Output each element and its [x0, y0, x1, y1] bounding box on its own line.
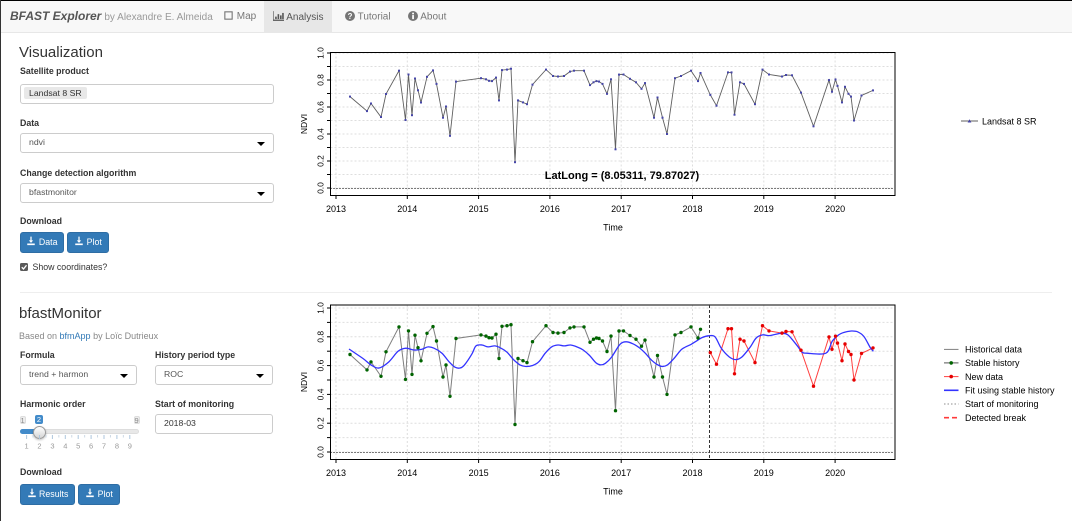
- svg-text:2018: 2018: [682, 468, 702, 478]
- svg-text:0.8: 0.8: [316, 74, 326, 86]
- svg-text:2014: 2014: [397, 204, 417, 214]
- svg-text:2016: 2016: [540, 204, 560, 214]
- svg-text:0.6: 0.6: [316, 101, 326, 113]
- svg-text:2016: 2016: [540, 468, 560, 478]
- svg-text:2013: 2013: [326, 204, 346, 214]
- svg-text:0.6: 0.6: [316, 359, 326, 371]
- svg-text:3: 3: [50, 442, 54, 451]
- svg-text:4: 4: [63, 442, 67, 451]
- svg-text:1: 1: [25, 442, 29, 451]
- svg-text:0.0: 0.0: [316, 182, 326, 194]
- svg-text:9: 9: [128, 442, 132, 451]
- svg-text:6: 6: [89, 442, 93, 451]
- svg-text:2019: 2019: [754, 468, 774, 478]
- svg-text:2: 2: [37, 442, 41, 451]
- svg-text:2015: 2015: [469, 204, 489, 214]
- svg-text:Start of monitoring: Start of monitoring: [965, 399, 1039, 409]
- svg-text:2020: 2020: [825, 204, 845, 214]
- svg-text:Stable history: Stable history: [965, 358, 1020, 368]
- svg-text:Historical data: Historical data: [965, 345, 1022, 355]
- svg-text:0.2: 0.2: [316, 417, 326, 429]
- svg-text:2017: 2017: [611, 204, 631, 214]
- svg-text:0.2: 0.2: [316, 155, 326, 167]
- svg-text:?: ?: [348, 12, 353, 21]
- svg-text:LatLong = (8.05311, 79.87027): LatLong = (8.05311, 79.87027): [545, 170, 700, 182]
- svg-text:7: 7: [102, 442, 106, 451]
- svg-text:2020: 2020: [825, 468, 845, 478]
- svg-text:1.0: 1.0: [316, 47, 326, 59]
- svg-text:2019: 2019: [754, 204, 774, 214]
- svg-text:Detected break: Detected break: [965, 413, 1027, 423]
- svg-text:0.4: 0.4: [316, 388, 326, 400]
- svg-text:5: 5: [76, 442, 80, 451]
- svg-text:0.8: 0.8: [316, 331, 326, 343]
- svg-text:New data: New data: [965, 372, 1003, 382]
- svg-text:0.4: 0.4: [316, 128, 326, 140]
- svg-text:Landsat 8 SR: Landsat 8 SR: [982, 117, 1037, 127]
- svg-text:1.0: 1.0: [316, 302, 326, 314]
- svg-text:2015: 2015: [469, 468, 489, 478]
- svg-text:2014: 2014: [397, 468, 417, 478]
- svg-text:8: 8: [115, 442, 119, 451]
- svg-text:Fit using stable history: Fit using stable history: [965, 386, 1055, 396]
- svg-text:2017: 2017: [611, 468, 631, 478]
- svg-text:0.0: 0.0: [316, 446, 326, 458]
- svg-text:2013: 2013: [326, 468, 346, 478]
- svg-text:NDVI: NDVI: [299, 372, 309, 392]
- svg-text:NDVI: NDVI: [299, 114, 309, 134]
- svg-text:Time: Time: [603, 223, 623, 233]
- svg-text:2018: 2018: [682, 204, 702, 214]
- svg-text:Time: Time: [603, 487, 623, 497]
